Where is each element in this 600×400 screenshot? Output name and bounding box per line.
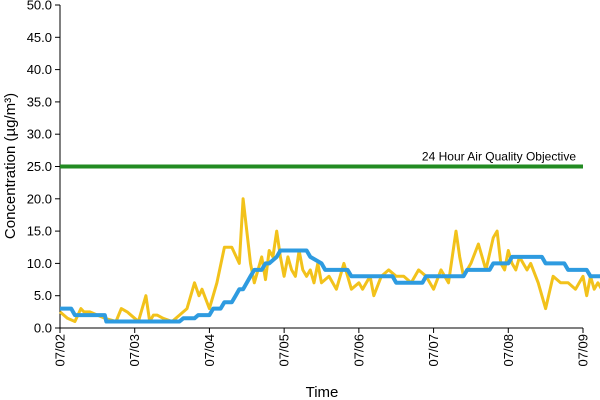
y-tick-label: 10.0 (27, 256, 52, 271)
y-tick-label: 45.0 (27, 30, 52, 45)
series-line-1 (59, 197, 600, 323)
y-tick-label: 25.0 (27, 159, 52, 174)
series-line-2 (60, 248, 600, 324)
x-tick-label: 07/02 (53, 334, 68, 367)
y-tick-label: 0.0 (34, 321, 52, 336)
series-group (59, 197, 600, 324)
x-tick-label: 07/09 (576, 334, 591, 367)
y-tick-label: 20.0 (27, 191, 52, 206)
x-tick-label: 07/07 (426, 334, 441, 367)
y-tick-label: 15.0 (27, 224, 52, 239)
y-tick-label: 5.0 (34, 288, 52, 303)
objective-label: 24 Hour Air Quality Objective (422, 150, 576, 164)
y-tick-label: 40.0 (27, 62, 52, 77)
x-tick-label: 07/05 (277, 334, 292, 367)
y-axis-title: Concentration (µg/m³) (2, 93, 19, 239)
x-tick-label: 07/06 (351, 334, 366, 367)
x-ticks: 07/02 07/03 07/04 07/05 07/06 07/07 07/08 07/09 (53, 328, 591, 367)
y-tick-label: 30.0 (27, 127, 52, 142)
y-tick-label: 35.0 (27, 94, 52, 109)
x-axis-title: Time (306, 384, 339, 400)
objective-line-group: 24 Hour Air Quality Objective (60, 150, 583, 169)
x-tick-label: 07/04 (202, 334, 217, 367)
y-ticks: 0.0 5.0 10.0 15.0 20.0 25.0 30.0 35.0 40.0 45.0 50… (27, 0, 60, 336)
y-tick-label: 50.0 (27, 0, 52, 13)
x-tick-label: 07/03 (127, 334, 142, 367)
x-tick-label: 07/08 (501, 334, 516, 367)
